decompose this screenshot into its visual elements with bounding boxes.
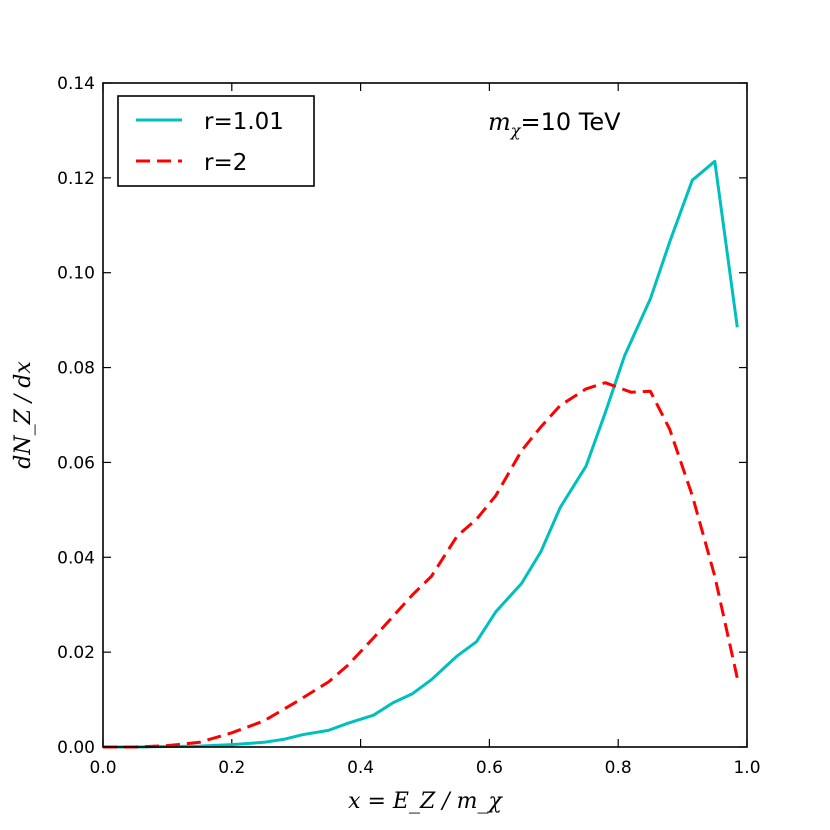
mass-symbol: m	[488, 108, 511, 136]
ticks-layer: 0.0 0.2 0.4 0.6 0.8 1.0 0.00 0.02 0.04 0.06 0.08 0.…	[57, 74, 760, 778]
x-tick-label: 0.8	[605, 758, 632, 778]
legend-label-r-1-01: r=1.01	[204, 109, 284, 135]
legend-label-r-2: r=2	[204, 150, 247, 176]
y-axis-label: dN_Z / dx	[11, 361, 36, 469]
x-axis-label: x = E_Z / m_χ	[348, 789, 503, 814]
y-tick-label: 0.14	[57, 74, 95, 94]
x-tick-label: 0.4	[347, 758, 374, 778]
x-tick-label: 0.0	[89, 758, 116, 778]
series-layer	[103, 159, 739, 749]
y-tick-label: 0.04	[57, 548, 95, 568]
mass-subscript: χ	[510, 121, 522, 140]
y-tick-label: 0.06	[57, 453, 95, 473]
x-tick-label: 0.6	[476, 758, 503, 778]
series-line-r-2	[103, 381, 739, 749]
x-tick-label: 1.0	[733, 758, 760, 778]
x-tick-label: 0.2	[218, 758, 245, 778]
y-tick-label: 0.10	[57, 264, 95, 284]
legend-box	[117, 95, 315, 187]
y-tick-label: 0.12	[57, 169, 95, 189]
y-tick-label: 0.02	[57, 643, 95, 663]
mass-annotation: mχ=10 TeV	[488, 108, 621, 140]
plot-frame	[102, 82, 748, 748]
y-tick-label: 0.08	[57, 359, 95, 379]
y-tick-label: 0.00	[57, 738, 95, 758]
mass-value: =10 TeV	[520, 108, 621, 136]
series-line-r-1-01	[103, 159, 739, 749]
legend: r=1.01 r=2	[117, 95, 315, 187]
